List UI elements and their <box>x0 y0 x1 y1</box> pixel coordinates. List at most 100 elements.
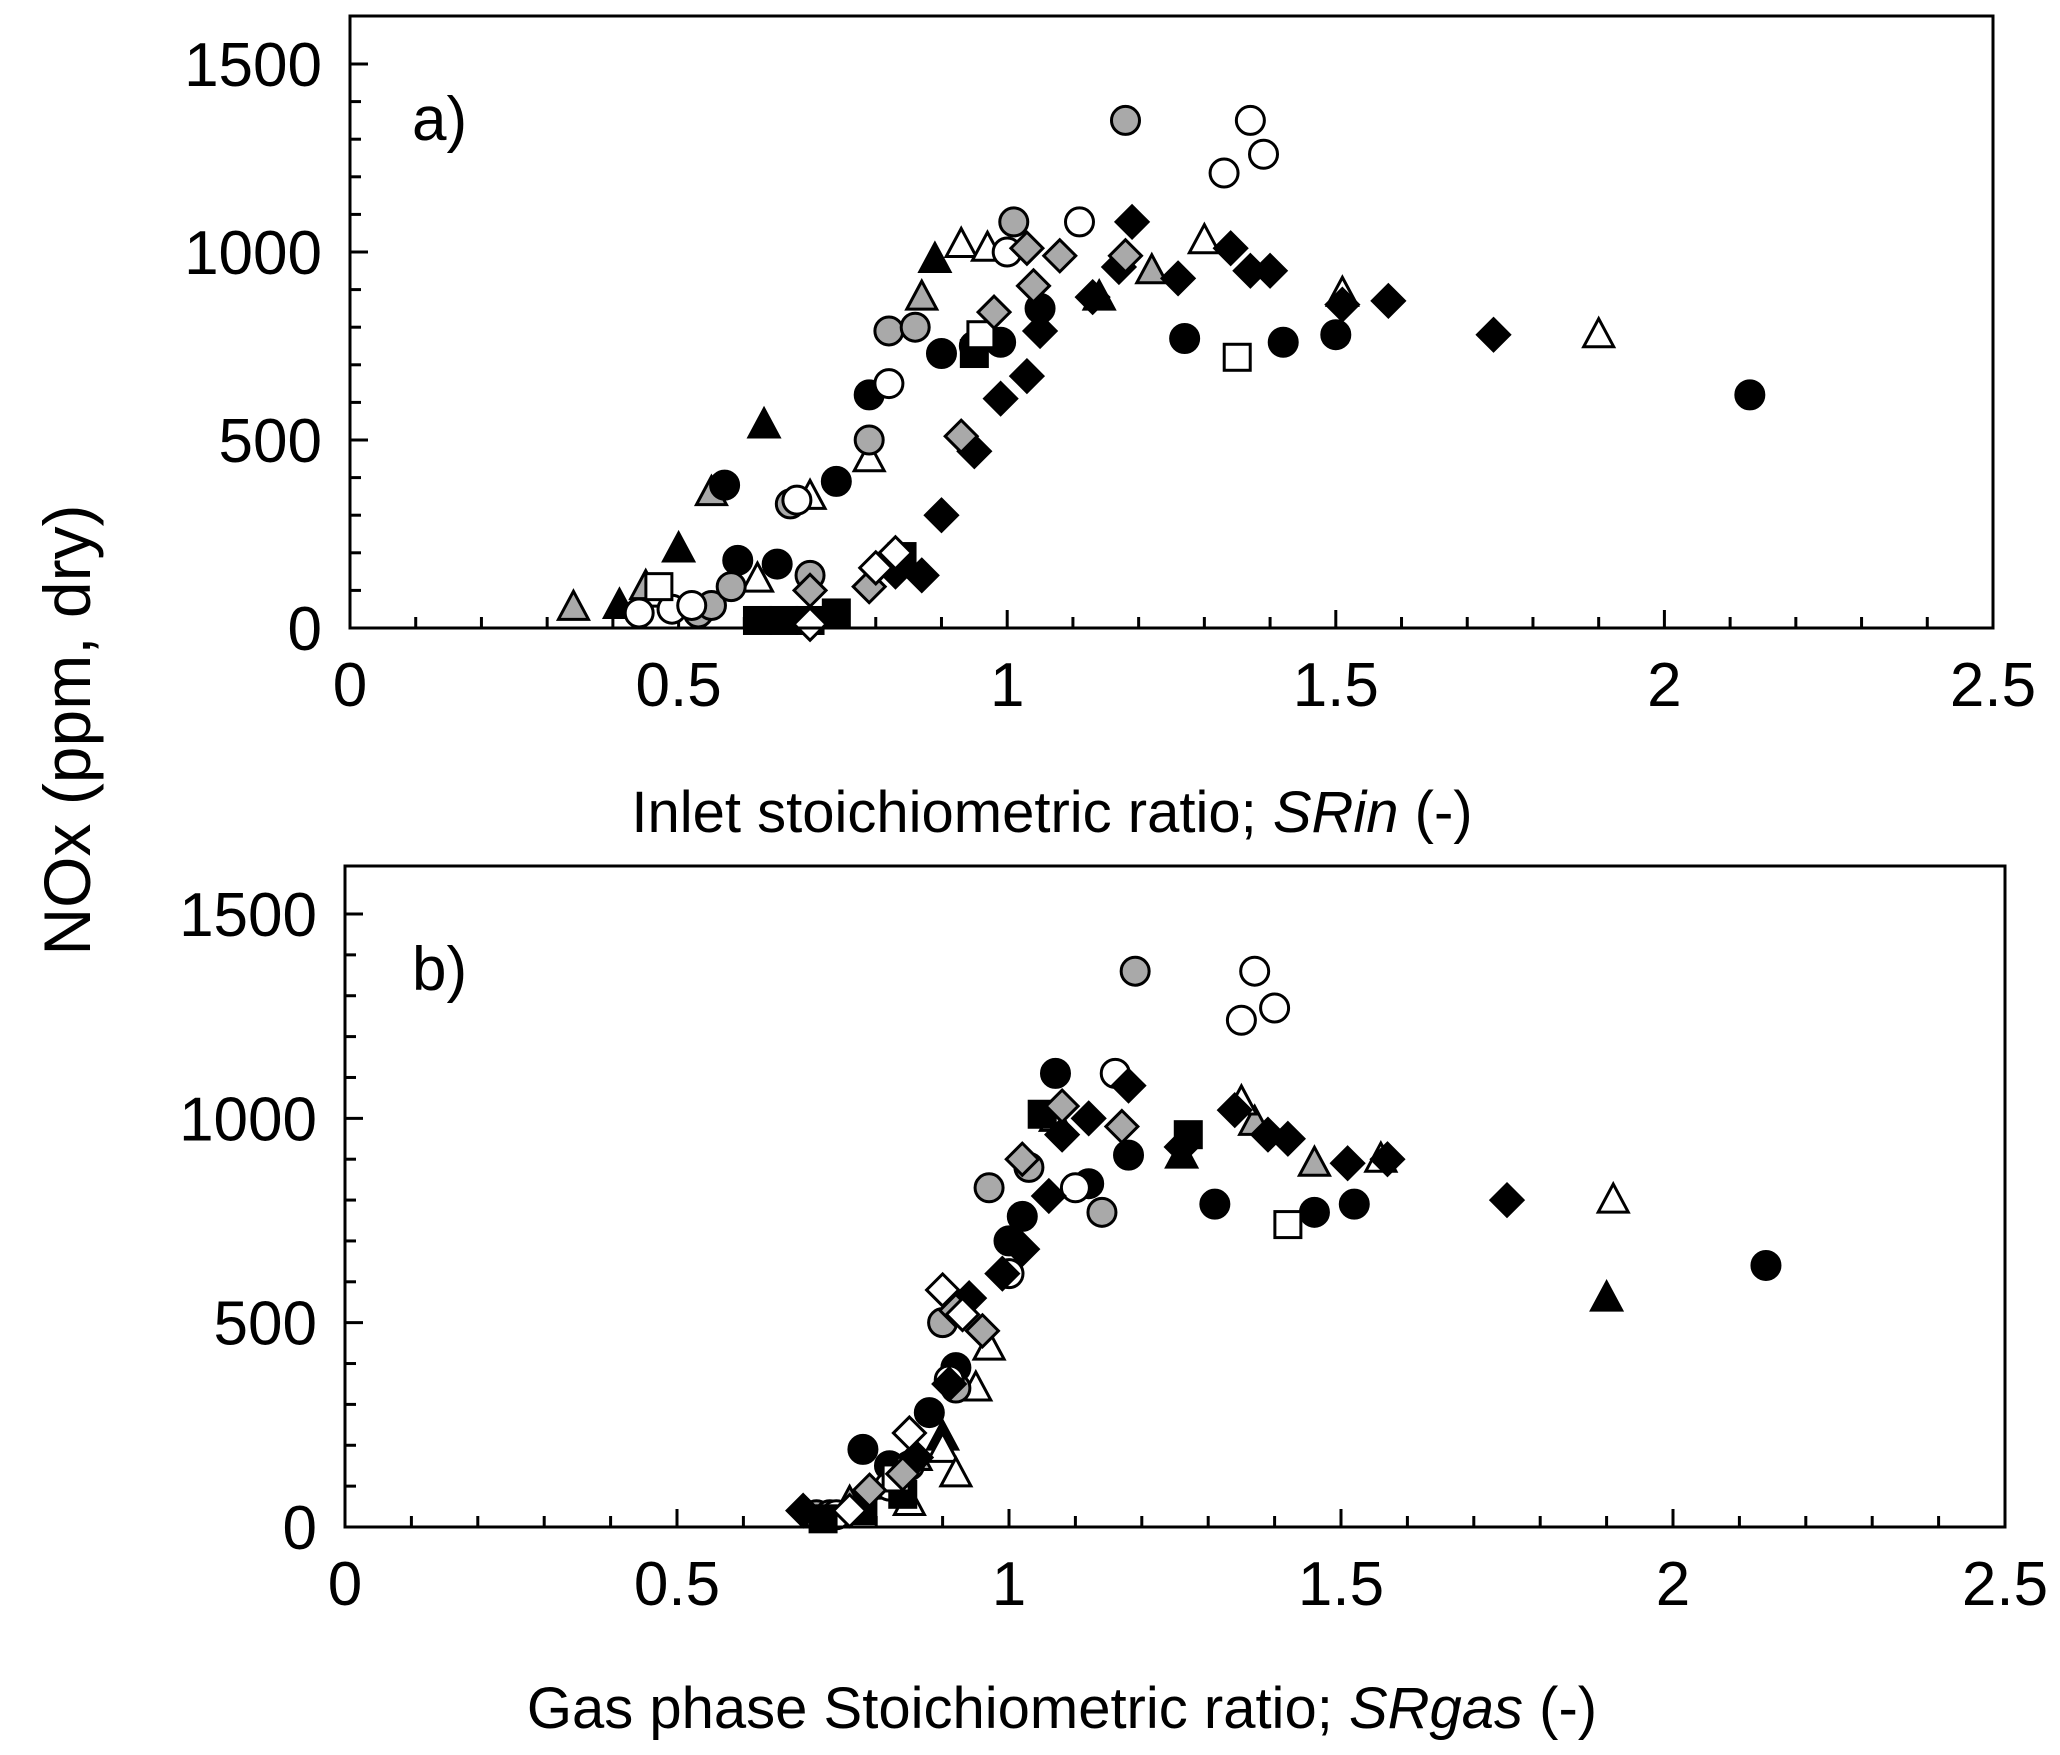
panel-a-point-triangle <box>1186 221 1222 255</box>
panel-a-point-circle <box>873 368 905 400</box>
panel-a-point-diamond <box>1008 357 1046 395</box>
panel-a-point-circle <box>1234 104 1266 136</box>
panel-a-x-tick-label: 0 <box>333 651 367 720</box>
panel-b-x-tick-label: 2 <box>1656 1550 1690 1619</box>
panel-a-point-diamond <box>943 418 980 455</box>
panel-a-point-square <box>644 572 674 602</box>
panel-b-point-diamond <box>1488 1181 1526 1219</box>
panel-b-point-diamond <box>1329 1145 1366 1182</box>
panel-b-point-diamond <box>1043 1116 1081 1153</box>
panel-b-y-tick-label: 1000 <box>179 1085 317 1154</box>
panel-a-point-circle <box>820 465 852 497</box>
panel-b-point-diamond <box>1030 1177 1067 1215</box>
panel-a-point-circle <box>1267 326 1299 358</box>
panel-a-point-circle <box>623 597 655 629</box>
panel-b-ticks: 0 0.5 1 1.5 2 2.5 0 500 1000 1500 <box>179 881 2048 1619</box>
panel-a-point-diamond <box>1475 316 1512 353</box>
panel-b-point-diamond <box>1163 1128 1200 1166</box>
panel-a-point-diamond <box>975 294 1013 331</box>
panel-a-point-circle <box>1734 379 1766 411</box>
panel-b-point-circle <box>1338 1188 1370 1220</box>
panel-b-x-tick-label: 0 <box>328 1550 362 1619</box>
panel-a-point-circle <box>998 206 1030 238</box>
panel-a-point-square <box>1222 342 1252 372</box>
panel-a-point-square <box>742 605 772 635</box>
panel-b-point-circle <box>1086 1196 1118 1228</box>
panel-a-point-diamond <box>857 549 894 586</box>
panel-a-point-circle <box>1169 322 1201 354</box>
panel-a-point-diamond <box>1159 260 1197 297</box>
panel-a-point-triangle <box>739 559 775 593</box>
panel-b-x-label-var: SRgas <box>1349 1676 1523 1741</box>
panel-a-point-circle <box>722 544 754 576</box>
panel-a-x-tick-label: 2 <box>1647 651 1681 720</box>
panel-b-point-circle <box>1239 955 1271 987</box>
panel-b-point-circle <box>1113 1139 1145 1171</box>
panel-a-point-triangle <box>943 225 979 258</box>
panel-b-point-diamond <box>1043 1087 1081 1125</box>
panel-b-point-triangle <box>1296 1144 1332 1177</box>
panel-b-point-circle <box>1259 992 1291 1024</box>
panel-a-y-tick-label: 1500 <box>184 31 322 100</box>
panel-a-x-label-suffix: (-) <box>1399 780 1473 845</box>
panel-a-x-tick-label: 1.5 <box>1293 651 1379 720</box>
panel-a-point-circle <box>853 424 885 456</box>
panel-a-frame <box>348 14 1995 630</box>
panel-a-x-tick-label: 1 <box>990 651 1024 720</box>
panel-a-point-circle <box>709 469 741 501</box>
panel-a-x-label-var: SRin <box>1273 780 1399 845</box>
panel-a-point-circle <box>761 548 793 580</box>
panel-a-point-square <box>966 320 996 350</box>
panel-a-point-square <box>821 598 851 628</box>
panel-a-point-diamond <box>1324 286 1361 323</box>
panel-b-x-label-prefix: Gas phase Stoichiometric ratio; <box>527 1676 1349 1741</box>
panel-b-point-circle <box>973 1172 1005 1204</box>
panel-b-points <box>785 955 1782 1534</box>
panel-b-point-circle <box>1225 1004 1257 1036</box>
panel-a-point-diamond <box>923 497 960 534</box>
panel-a-point-square <box>769 605 799 635</box>
panel-b-point-triangle <box>938 1454 974 1488</box>
panel-b-point-diamond <box>1110 1067 1147 1104</box>
panel-a-point-circle <box>873 315 905 347</box>
panel-a-points <box>555 104 1766 643</box>
panel-a-x-tick-label: 0.5 <box>635 651 721 720</box>
panel-a-point-diamond <box>1008 230 1046 267</box>
panel-b-point-diamond <box>891 1414 928 1452</box>
panel-b-x-tick-label: 1 <box>992 1550 1026 1619</box>
panel-b-y-tick-label: 500 <box>214 1290 317 1359</box>
panel-a-point-circle <box>781 484 813 516</box>
panel-b-point-diamond <box>1004 1230 1041 1268</box>
panel-b-y-tick-label: 1500 <box>179 881 317 950</box>
panel-b-y-tick-label: 0 <box>283 1494 317 1563</box>
panel-b-point-circle <box>913 1397 945 1429</box>
panel-a-point-circle <box>1248 138 1280 170</box>
panel-b-point-circle <box>847 1433 879 1465</box>
panel-b-point-diamond <box>884 1455 921 1492</box>
panel-b-point-diamond <box>1269 1120 1307 1157</box>
panel-b-point-circle <box>1298 1196 1330 1228</box>
panel-b-point-circle <box>1006 1200 1038 1232</box>
panel-a-point-diamond <box>1015 267 1052 304</box>
panel-a-point-circle <box>715 571 747 603</box>
panel-b-point-diamond <box>931 1365 968 1403</box>
panel-a-point-triangle <box>661 529 697 563</box>
panel-b-point-diamond <box>1103 1108 1141 1145</box>
panel-b-point-diamond <box>1369 1141 1406 1178</box>
panel-b-point-diamond <box>924 1271 961 1309</box>
panel-b-point-circle <box>1119 955 1151 987</box>
panel-a-x-label-prefix: Inlet stoichiometric ratio; <box>631 780 1272 845</box>
panel-a-point-triangle <box>746 405 782 439</box>
panel-b-x-tick-label: 2.5 <box>1962 1550 2048 1619</box>
panel-a-point-circle <box>899 311 931 343</box>
panel-b-x-tick-label: 1.5 <box>1298 1550 1384 1619</box>
panel-a-point-circle <box>676 589 708 621</box>
panel-a-point-diamond <box>1041 237 1078 274</box>
panel-a-point-triangle <box>917 240 953 274</box>
y-axis-label: NOx (ppm, dry) <box>30 504 104 955</box>
panel-a-y-tick-label: 1000 <box>184 219 322 288</box>
panel-a-point-triangle <box>555 588 591 621</box>
panel-b: 0 0.5 1 1.5 2 2.5 0 500 1000 1500 b) Gas phase St… <box>179 864 2048 1741</box>
panel-a-point-circle <box>1109 104 1141 136</box>
